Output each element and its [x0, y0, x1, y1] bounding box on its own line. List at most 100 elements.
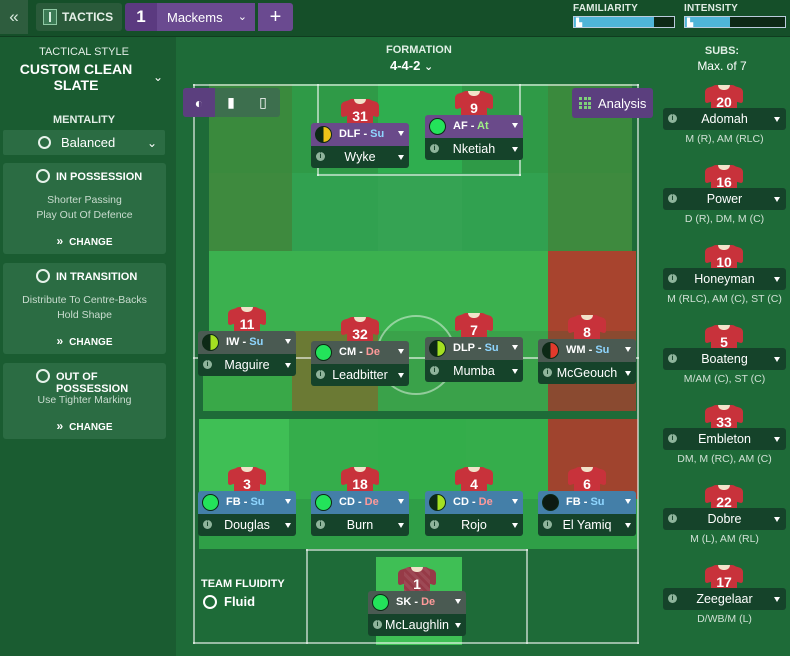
player-select[interactable]: i Leadbitter: [311, 364, 409, 386]
player-role-select[interactable]: DLP - Su: [425, 337, 523, 360]
player-name: Burn: [346, 518, 374, 532]
mentality-select[interactable]: Balanced ⌄: [3, 130, 165, 155]
sub-player-select[interactable]: i Dobre: [663, 508, 786, 530]
player-select[interactable]: i Douglas: [198, 514, 296, 536]
player-select[interactable]: i Nketiah: [425, 138, 523, 160]
player-role-select[interactable]: SK - De: [368, 591, 466, 614]
player-select[interactable]: i McGeouch: [538, 362, 636, 384]
tactic-name: Mackems: [167, 9, 223, 25]
role-duty: Su: [250, 496, 265, 508]
info-icon[interactable]: i: [203, 360, 212, 369]
sub-player-select[interactable]: i Boateng: [663, 348, 786, 370]
info-icon[interactable]: i: [668, 514, 677, 523]
sub-positions: M (RLC), AM (C), ST (C): [667, 293, 782, 305]
tab-tactics[interactable]: TACTICS: [36, 3, 122, 31]
info-icon[interactable]: i: [203, 520, 212, 529]
player-select[interactable]: i Mumba: [425, 360, 523, 382]
fluidity-icon: [203, 595, 217, 609]
player-role-select[interactable]: DLF - Su: [311, 123, 409, 146]
info-icon[interactable]: i: [430, 144, 439, 153]
chevron-down-icon: [455, 623, 461, 628]
contrast-view-button[interactable]: ◐: [183, 88, 215, 117]
info-icon[interactable]: i: [316, 152, 325, 161]
shirt-number: 17: [716, 574, 732, 590]
role-duty: De: [364, 496, 379, 508]
sub-positions: D (R), DM, M (C): [684, 213, 765, 225]
familiarity-meter[interactable]: FAMILIARITY ▙: [573, 3, 675, 28]
back-button[interactable]: «: [0, 0, 28, 34]
role-duty: Su: [249, 336, 264, 348]
sub-slot[interactable]: 17 i Zeegelaar D/WB/M (L): [663, 563, 786, 643]
info-icon[interactable]: i: [430, 520, 439, 529]
player-role-select[interactable]: WM - Su: [538, 339, 636, 362]
double-chevron-right-icon: »: [56, 419, 64, 433]
player-role-select[interactable]: IW - Su: [198, 331, 296, 354]
player-role-select[interactable]: CD - De: [425, 491, 523, 514]
info-icon[interactable]: i: [668, 354, 677, 363]
chevron-down-icon: [625, 523, 631, 528]
player-select[interactable]: i El Yamiq: [538, 514, 636, 536]
sub-slot[interactable]: 33 i Embleton DM, M (RC), AM (C): [663, 403, 786, 483]
sub-player-select[interactable]: i Adomah: [663, 108, 786, 130]
player-select[interactable]: i Wyke: [311, 146, 409, 168]
chevron-down-icon[interactable]: ⌄: [153, 70, 164, 84]
info-icon[interactable]: i: [668, 114, 677, 123]
info-icon[interactable]: i: [543, 368, 552, 377]
info-icon[interactable]: i: [668, 274, 677, 283]
subs-title: SUBS:: [704, 45, 740, 57]
sub-slot[interactable]: 16 i Power D (R), DM, M (C): [663, 163, 786, 243]
player-role-select[interactable]: AF - At: [425, 115, 523, 138]
out-of-possession-change-button[interactable]: » CHANGE: [3, 419, 166, 433]
sub-slot[interactable]: 5 i Boateng M/AM (C), ST (C): [663, 323, 786, 403]
sub-slot[interactable]: 22 i Dobre M (L), AM (RL): [663, 483, 786, 563]
info-icon[interactable]: i: [316, 520, 325, 529]
player-select[interactable]: i Burn: [311, 514, 409, 536]
shirt-number: 4: [470, 476, 478, 492]
sub-slot[interactable]: 10 i Honeyman M (RLC), AM (C), ST (C): [663, 243, 786, 323]
role-duty: Su: [595, 344, 610, 356]
player-select[interactable]: i Maguire: [198, 354, 296, 376]
in-possession-change-button[interactable]: » CHANGE: [3, 234, 166, 248]
sub-player-select[interactable]: i Embleton: [663, 428, 786, 450]
player-select[interactable]: i McLaughlin: [368, 614, 466, 636]
player-role-select[interactable]: CM - De: [311, 341, 409, 364]
role-code: CD: [453, 496, 469, 508]
tactic-slot-number[interactable]: 1: [125, 3, 157, 31]
tactic-select[interactable]: Mackems ⌄: [157, 3, 255, 31]
info-icon[interactable]: i: [316, 370, 325, 379]
sub-slot[interactable]: 20 i Adomah M (R), AM (RLC): [663, 83, 786, 163]
intensity-meter[interactable]: INTENSITY ▙: [684, 3, 786, 28]
sub-player-select[interactable]: i Zeegelaar: [663, 588, 786, 610]
info-icon[interactable]: i: [543, 520, 552, 529]
info-icon[interactable]: i: [668, 434, 677, 443]
info-icon[interactable]: i: [668, 194, 677, 203]
player-role: DLP - Su: [453, 342, 499, 354]
subs-max: Max. of 7: [697, 59, 747, 73]
sub-player-select[interactable]: i Power: [663, 188, 786, 210]
player-role-select[interactable]: CD - De: [311, 491, 409, 514]
in-possession-instruction: Shorter Passing: [47, 194, 122, 206]
info-icon[interactable]: i: [668, 594, 677, 603]
formation-select[interactable]: 4-4-2 ⌄: [390, 58, 433, 73]
notes-view-button[interactable]: ▯: [247, 88, 279, 117]
info-icon[interactable]: i: [430, 366, 439, 375]
sub-player-select[interactable]: i Honeyman: [663, 268, 786, 290]
chevron-down-icon: [285, 363, 291, 368]
bar-chart-view-button[interactable]: ▮: [215, 88, 247, 117]
in-transition-instruction: Distribute To Centre-Backs: [22, 294, 147, 306]
player-role-select[interactable]: FB - Su: [198, 491, 296, 514]
out-of-possession-title: OUT OF POSSESSION: [56, 371, 129, 395]
chevron-down-icon: ⌄: [423, 61, 434, 73]
tactical-style-select[interactable]: CUSTOM CLEAN SLATE: [19, 61, 133, 93]
info-icon[interactable]: i: [373, 620, 382, 629]
player-select[interactable]: i Rojo: [425, 514, 523, 536]
intensity-bar: ▙: [684, 16, 786, 28]
in-transition-change-button[interactable]: » CHANGE: [3, 334, 166, 348]
chevron-down-icon: [512, 123, 518, 128]
analysis-button[interactable]: Analysis: [572, 88, 653, 118]
grid-icon: [579, 97, 591, 109]
shirt-number: 6: [583, 476, 591, 492]
player-role-select[interactable]: FB - Su: [538, 491, 636, 514]
add-tactic-button[interactable]: +: [258, 3, 293, 31]
sub-player-name: Adomah: [701, 112, 748, 126]
